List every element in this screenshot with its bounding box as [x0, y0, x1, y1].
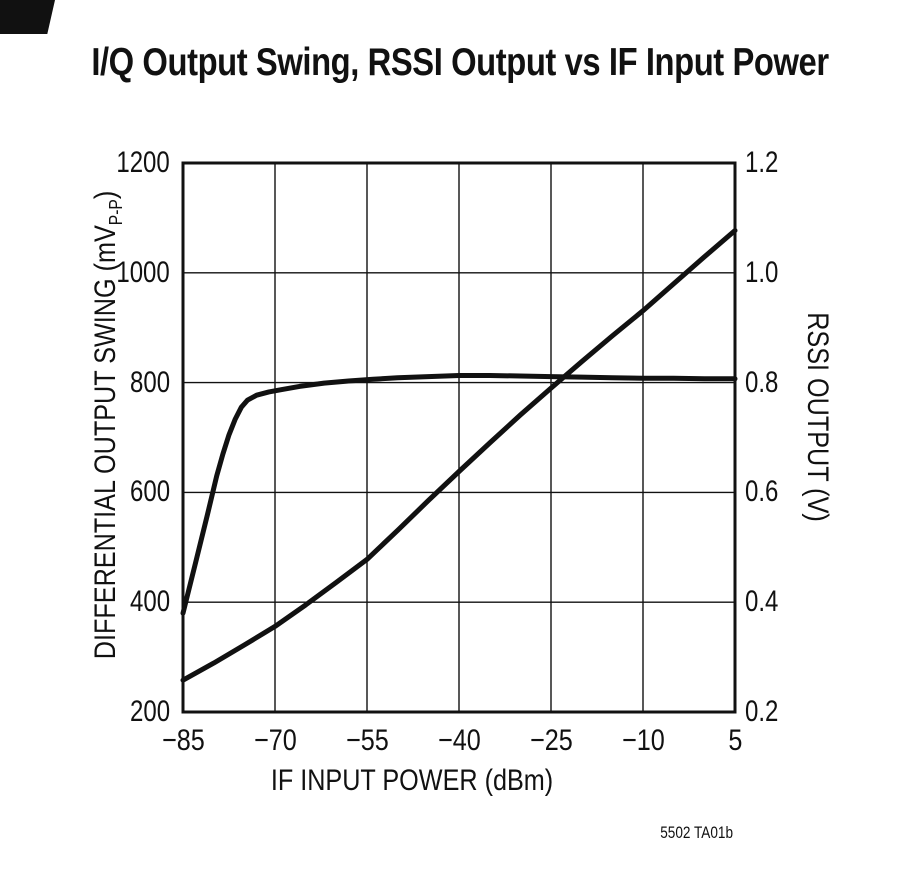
y-tick-label-right: 0.8 [745, 366, 779, 399]
y-tick-label-left: 200 [129, 695, 170, 728]
y-tick-label-right: 1.2 [745, 146, 779, 179]
x-tick-label: −10 [621, 724, 665, 757]
y-tick-label-left: 800 [129, 366, 170, 399]
page-corner-mark [0, 0, 55, 34]
chart-title: I/Q Output Swing, RSSI Output vs IF Inpu… [21, 41, 899, 85]
plot-border [181, 161, 737, 714]
rssi-curve [180, 228, 738, 683]
x-tick-label: −70 [253, 724, 297, 757]
y-tick-label-right: 0.6 [745, 475, 779, 508]
y-tick-label-right: 1.0 [745, 256, 779, 289]
y-tick-label-left: 1200 [116, 146, 170, 179]
y-tick-label-left: 600 [129, 475, 170, 508]
figure-number-text: 5502 TA01b [660, 823, 733, 842]
figure-number: 5502 TA01b [513, 823, 733, 843]
x-axis-label: IF INPUT POWER (dBm) [244, 764, 580, 798]
x-tick-label: 5 [727, 724, 743, 757]
chart-title-text: I/Q Output Swing, RSSI Output vs IF Inpu… [91, 41, 829, 84]
x-tick-label: −85 [161, 724, 205, 757]
left-y-axis-label-subscript: P-P [105, 199, 126, 226]
x-tick-label: −25 [529, 724, 573, 757]
y-tick-label-left: 400 [129, 585, 170, 618]
y-tick-label-right: 0.2 [745, 695, 779, 728]
iq-swing-curve [180, 373, 738, 616]
left-y-axis-label-close: ) [89, 190, 122, 200]
x-axis-label-text: IF INPUT POWER (dBm) [270, 764, 554, 797]
x-tick-label: −55 [345, 724, 389, 757]
y-tick-label-right: 0.4 [745, 585, 779, 618]
x-tick-label: −40 [437, 724, 481, 757]
y-tick-label-left: 1000 [116, 256, 170, 289]
